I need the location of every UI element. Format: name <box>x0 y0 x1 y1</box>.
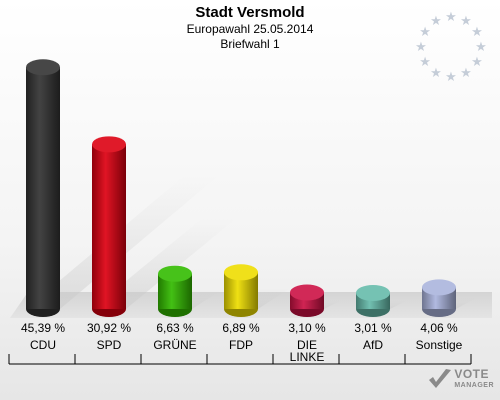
category-label: CDU <box>30 338 56 352</box>
bar-top <box>92 136 126 153</box>
eu-star: ★ <box>471 24 483 39</box>
labels-group: 45,39 % CDU 30,92 % SPD 6,63 % GRÜNE 6,89 % FDP… <box>21 321 463 364</box>
eu-star: ★ <box>430 65 442 80</box>
value-label: 3,10 % <box>288 321 326 335</box>
vote-manager-check-icon <box>429 369 452 388</box>
chart-subtitle: Europawahl 25.05.2014 <box>186 22 314 36</box>
category-axis <box>8 354 472 365</box>
logo-line1: VOTE <box>454 367 489 381</box>
chart-subtitle-secondary: Briefwahl 1 <box>220 37 280 51</box>
category-label: SPD <box>97 338 122 352</box>
eu-star: ★ <box>460 13 472 28</box>
category-label: Sonstige <box>416 338 463 352</box>
bar-cdu <box>26 67 60 309</box>
bar-top <box>158 265 192 282</box>
bar-top <box>290 284 324 301</box>
chart-header: Stadt Versmold Europawahl 25.05.2014 Bri… <box>0 4 500 52</box>
category-label: AfD <box>363 338 383 352</box>
eu-star: ★ <box>430 13 442 28</box>
bar-top <box>422 279 456 296</box>
eu-stars-emblem: ★ ★★★★★★★★★★★ <box>415 9 487 84</box>
eu-star: ★ <box>471 54 483 69</box>
eu-star: ★ <box>460 65 472 80</box>
value-label: 30,92 % <box>87 321 131 335</box>
eu-star: ★ <box>415 39 427 54</box>
category-label: LINKE <box>290 350 325 364</box>
bar-top <box>26 59 60 76</box>
value-label: 45,39 % <box>21 321 65 335</box>
bar-shadow <box>92 218 237 309</box>
category-label: DIE <box>297 338 317 352</box>
bar-top <box>356 284 390 301</box>
chart-title: Stadt Versmold <box>195 4 305 21</box>
eu-star: ★ <box>419 24 431 39</box>
value-label: 3,01 % <box>354 321 392 335</box>
bars-group <box>26 59 456 317</box>
eu-star: ★ <box>445 9 457 24</box>
category-label: GRÜNE <box>153 338 196 352</box>
value-label: 6,89 % <box>222 321 260 335</box>
bar-top <box>224 264 258 281</box>
category-label: FDP <box>229 338 253 352</box>
bar-spd <box>92 144 126 309</box>
eu-star: ★ <box>475 39 487 54</box>
logo-line2: MANAGER <box>454 382 494 389</box>
value-label: 4,06 % <box>420 321 458 335</box>
value-label: 6,63 % <box>156 321 194 335</box>
eu-star: ★ <box>419 54 431 69</box>
vote-manager-logo: VOTE MANAGER <box>426 366 494 394</box>
eu-star: ★ <box>445 69 457 84</box>
